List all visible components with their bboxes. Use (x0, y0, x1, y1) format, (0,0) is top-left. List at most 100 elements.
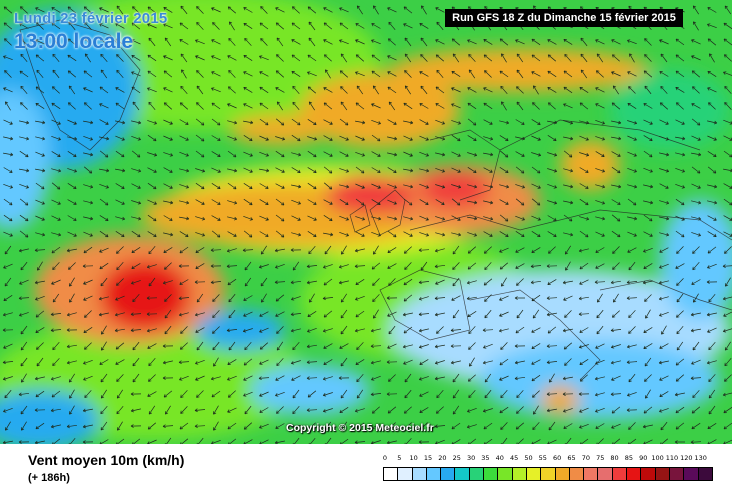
wind-arrow (675, 119, 685, 125)
wind-arrow (227, 86, 236, 94)
wind-arrow (131, 247, 141, 254)
scale-label: 50 (524, 454, 533, 462)
wind-arrow (20, 53, 28, 63)
wind-arrow (387, 167, 397, 173)
scale-swatch (498, 468, 513, 480)
wind-arrow (292, 389, 300, 399)
wind-arrow (435, 54, 445, 62)
wind-arrow (82, 424, 93, 429)
wind-arrow (452, 245, 460, 255)
wind-arrow (100, 277, 108, 287)
wind-arrow (51, 135, 61, 141)
wind-arrow (51, 215, 61, 221)
wind-arrow (115, 23, 125, 29)
wind-arrow (387, 152, 398, 157)
wind-arrow (722, 264, 732, 269)
wind-arrow (723, 422, 732, 430)
wind-arrow (498, 328, 509, 333)
wind-arrow (611, 136, 622, 141)
wind-arrow (515, 231, 525, 238)
wind-arrow (451, 120, 461, 125)
wind-arrow (675, 167, 685, 173)
wind-arrow (227, 375, 237, 381)
wind-arrow (164, 325, 172, 335)
wind-arrow (419, 407, 429, 413)
wind-arrow (419, 135, 429, 141)
wind-arrow (595, 216, 606, 221)
wind-arrow (211, 151, 221, 157)
wind-arrow (211, 118, 221, 126)
wind-arrow (563, 342, 573, 350)
wind-arrow (434, 360, 445, 365)
wind-arrow (180, 390, 188, 399)
wind-arrow (3, 407, 13, 413)
wind-arrow (259, 231, 269, 237)
wind-arrow (724, 374, 732, 382)
wind-arrow (226, 264, 238, 269)
wind-arrow (482, 328, 494, 333)
wind-arrow (387, 247, 397, 253)
wind-arrow (19, 23, 29, 29)
wind-arrow (387, 71, 397, 77)
wind-arrow (19, 214, 29, 222)
run-label: Run GFS 18 Z du Dimanche 15 février 2015 (445, 9, 683, 27)
wind-arrow (275, 87, 285, 93)
wind-arrow (19, 120, 30, 125)
wind-arrow (307, 231, 317, 238)
wind-arrow (659, 216, 670, 221)
wind-arrow (451, 184, 462, 189)
wind-arrow (531, 374, 541, 382)
wind-arrow (50, 312, 62, 317)
wind-arrow (435, 406, 444, 414)
wind-arrow (98, 312, 109, 317)
wind-arrow (259, 391, 269, 397)
wind-arrow (259, 22, 269, 30)
wind-arrow (275, 214, 285, 222)
wind-arrow (611, 102, 621, 110)
wind-arrow (643, 247, 653, 253)
wind-arrow (579, 198, 589, 206)
wind-arrow (435, 216, 446, 221)
wind-arrow (66, 328, 78, 332)
wind-arrow (597, 293, 603, 303)
wind-arrow (674, 392, 685, 397)
wind-arrow (99, 7, 109, 13)
wind-arrow (276, 406, 284, 414)
scale-label: 75 (596, 454, 605, 462)
wind-arrow (276, 341, 284, 351)
wind-arrow (467, 135, 477, 141)
wind-arrow (242, 328, 253, 333)
wind-arrow (707, 263, 717, 269)
wind-arrow (355, 295, 365, 301)
wind-arrow (115, 359, 125, 365)
wind-arrow (419, 232, 429, 237)
wind-arrow (227, 168, 238, 173)
wind-arrow (371, 423, 381, 429)
wind-arrow (3, 152, 14, 157)
wind-arrow (435, 279, 445, 285)
wind-arrow (675, 230, 685, 238)
scale-swatch (698, 468, 712, 480)
wind-arrow (322, 408, 333, 413)
wind-arrow (723, 54, 732, 62)
wind-arrow (339, 199, 349, 206)
wind-arrow (243, 198, 253, 206)
wind-arrow (404, 438, 412, 444)
wind-arrow (147, 343, 157, 349)
wind-arrow (467, 167, 477, 174)
wind-arrow (243, 103, 253, 109)
wind-arrow (68, 262, 76, 270)
wind-arrow (35, 168, 46, 173)
wind-arrow (596, 438, 604, 444)
scale-swatch (398, 468, 413, 480)
wind-arrow (227, 200, 238, 205)
wind-arrow (228, 293, 236, 303)
wind-arrow (724, 102, 732, 110)
wind-arrow (627, 198, 637, 206)
wind-arrow (179, 246, 189, 254)
scale-swatch (412, 468, 427, 480)
wind-arrow (227, 135, 237, 141)
wind-arrow (210, 248, 222, 253)
wind-arrow (100, 389, 107, 399)
wind-arrow (690, 328, 701, 333)
